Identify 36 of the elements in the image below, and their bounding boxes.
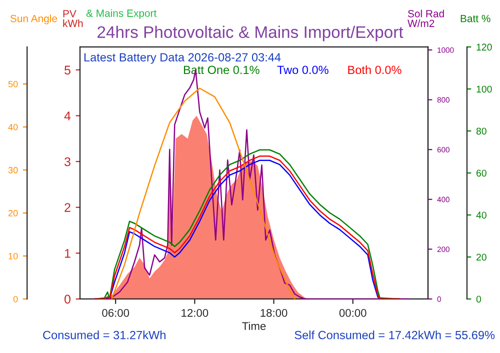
y3-tick-label: 80 — [476, 128, 486, 135]
y-tick-label: 3 — [64, 157, 70, 166]
y-tick-label: 0 — [13, 296, 18, 302]
y-tick-label: 4 — [64, 112, 71, 120]
y-tick-label: 40 — [8, 124, 18, 130]
x-tick-label: 18:00 — [260, 309, 288, 317]
x-axis-title: Time — [242, 322, 266, 330]
x-tick-label: 12:00 — [182, 309, 208, 317]
y3-tick-label: 120 — [476, 44, 492, 51]
text: Two 0.0% — [277, 66, 328, 74]
y-tick-label: 50 — [8, 80, 18, 88]
y-tick-label: 5 — [64, 66, 70, 75]
y-axis-title: PV kWh — [63, 10, 83, 27]
y3-tick-label: 40 — [476, 212, 486, 219]
x-tick-label: 00:00 — [339, 309, 366, 317]
annotation: Latest Battery Data 2026-08-27 03:44 — [84, 53, 281, 64]
text: Both 0.0% — [348, 65, 402, 74]
y-tick-label: 10 — [8, 252, 18, 260]
y-tick-label: 30 — [8, 166, 18, 174]
text: Self Consumed = 17.42kWh = 55.69% — [294, 330, 495, 340]
text: Consumed = 31.27kWh — [43, 330, 166, 340]
chart-title: 24hrs Photovoltaic & Mains Import/Export — [98, 26, 404, 42]
y3-tick-label: 20 — [476, 254, 486, 261]
y3-tick-label: 60 — [476, 170, 486, 177]
y-tick-label: 2 — [64, 203, 70, 212]
y3-tick-label: 100 — [476, 86, 492, 93]
x-tick-label: 06:00 — [102, 309, 130, 317]
line-series — [111, 88, 296, 299]
y3-axis-title: Batt % — [460, 14, 490, 22]
y2-axis-title: Sol Rad W/m2 — [408, 10, 444, 28]
y-axis-title: Sun Angle — [10, 14, 58, 24]
y-tick-label: 20 — [8, 210, 18, 216]
y-tick-label: 0 — [64, 294, 70, 304]
y-tick-label: 1 — [64, 249, 70, 258]
y3-tick-label: 0 — [476, 296, 482, 303]
text: & Mains Export — [86, 9, 157, 19]
